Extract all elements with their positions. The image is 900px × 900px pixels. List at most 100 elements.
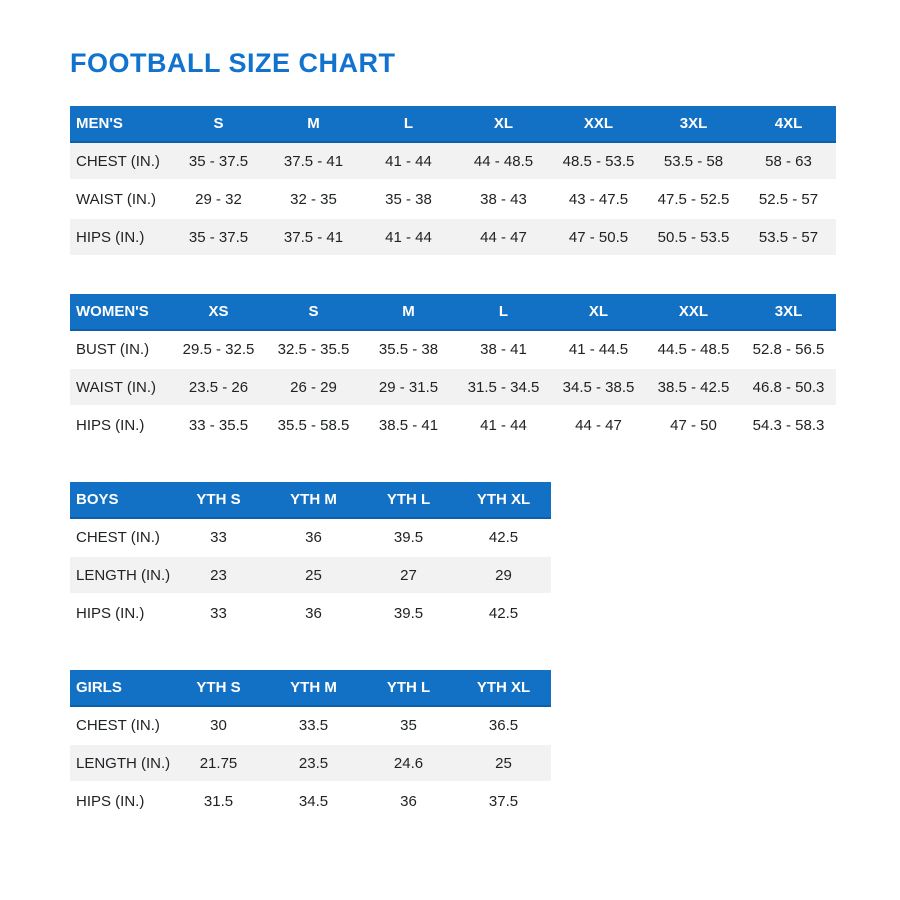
measurement-value: 36 [266, 593, 361, 632]
table-row: HIPS (IN.) 31.5 34.5 36 37.5 [70, 781, 551, 820]
measurement-label: WAIST (IN.) [70, 367, 171, 407]
measurement-value: 47 - 50 [646, 405, 741, 444]
measurement-value: 35 [361, 705, 456, 745]
measurement-value: 54.3 - 58.3 [741, 405, 836, 444]
measurement-value: 43 - 47.5 [551, 179, 646, 219]
measurement-label: HIPS (IN.) [70, 781, 171, 820]
size-column-header: XS [171, 294, 266, 332]
measurement-value: 47.5 - 52.5 [646, 179, 741, 219]
size-column-header: S [266, 294, 361, 332]
table-name-header: BOYS [70, 482, 171, 520]
size-column-header: YTH XL [456, 670, 551, 708]
table-row: CHEST (IN.) 30 33.5 35 36.5 [70, 705, 551, 745]
measurement-value: 50.5 - 53.5 [646, 217, 741, 256]
measurement-value: 35.5 - 58.5 [266, 405, 361, 444]
table-row: HIPS (IN.) 33 - 35.5 35.5 - 58.5 38.5 - 41 4… [70, 405, 836, 444]
measurement-value: 29 [456, 555, 551, 595]
measurement-value: 31.5 - 34.5 [456, 367, 551, 407]
measurement-value: 42.5 [456, 593, 551, 632]
measurement-value: 52.8 - 56.5 [741, 329, 836, 369]
measurement-value: 41 - 44.5 [551, 329, 646, 369]
size-column-header: M [361, 294, 456, 332]
table-header-row: WOMEN'S XS S M L XL XXL 3XL [70, 294, 836, 332]
measurement-value: 47 - 50.5 [551, 217, 646, 256]
measurement-value: 21.75 [171, 743, 266, 783]
table-row: WAIST (IN.) 29 - 32 32 - 35 35 - 38 38 - 43 4… [70, 179, 836, 219]
measurement-label: HIPS (IN.) [70, 405, 171, 444]
measurement-label: HIPS (IN.) [70, 593, 171, 632]
measurement-value: 23.5 [266, 743, 361, 783]
size-column-header: YTH M [266, 670, 361, 708]
size-column-header: YTH S [171, 482, 266, 520]
table-row: CHEST (IN.) 35 - 37.5 37.5 - 41 41 - 44 44 -… [70, 141, 836, 181]
table-row: HIPS (IN.) 35 - 37.5 37.5 - 41 41 - 44 44 - … [70, 217, 836, 256]
size-column-header: XXL [646, 294, 741, 332]
measurement-value: 38 - 43 [456, 179, 551, 219]
measurement-value: 52.5 - 57 [741, 179, 836, 219]
measurement-value: 41 - 44 [456, 405, 551, 444]
table-row: LENGTH (IN.) 21.75 23.5 24.6 25 [70, 743, 551, 783]
measurement-value: 35 - 37.5 [171, 141, 266, 181]
measurement-value: 25 [266, 555, 361, 595]
measurement-value: 37.5 - 41 [266, 141, 361, 181]
measurement-value: 53.5 - 57 [741, 217, 836, 256]
measurement-value: 58 - 63 [741, 141, 836, 181]
measurement-value: 38.5 - 41 [361, 405, 456, 444]
size-table-womens: WOMEN'S XS S M L XL XXL 3XL BUST (IN.) 29.5 - 32.… [70, 294, 836, 444]
measurement-value: 25 [456, 743, 551, 783]
size-column-header: YTH XL [456, 482, 551, 520]
measurement-value: 36.5 [456, 705, 551, 745]
size-table-girls: GIRLS YTH S YTH M YTH L YTH XL CHEST (IN.) 30 3… [70, 670, 551, 820]
table-header-row: BOYS YTH S YTH M YTH L YTH XL [70, 482, 551, 520]
measurement-value: 29 - 32 [171, 179, 266, 219]
measurement-value: 24.6 [361, 743, 456, 783]
table-name-header: WOMEN'S [70, 294, 171, 332]
size-table-boys: BOYS YTH S YTH M YTH L YTH XL CHEST (IN.) 33 36… [70, 482, 551, 632]
measurement-value: 39.5 [361, 517, 456, 557]
measurement-value: 38 - 41 [456, 329, 551, 369]
page-title: FOOTBALL SIZE CHART [70, 48, 396, 78]
measurement-label: LENGTH (IN.) [70, 743, 171, 783]
measurement-value: 53.5 - 58 [646, 141, 741, 181]
measurement-value: 41 - 44 [361, 141, 456, 181]
measurement-value: 34.5 - 38.5 [551, 367, 646, 407]
measurement-value: 36 [266, 517, 361, 557]
measurement-label: LENGTH (IN.) [70, 555, 171, 595]
measurement-value: 37.5 - 41 [266, 217, 361, 256]
measurement-value: 26 - 29 [266, 367, 361, 407]
measurement-value: 34.5 [266, 781, 361, 820]
measurement-value: 35 - 37.5 [171, 217, 266, 256]
size-tables-container: MEN'S S M L XL XXL 3XL 4XL CHEST (IN.) 35 - 37.5 3… [70, 106, 900, 820]
measurement-value: 33 - 35.5 [171, 405, 266, 444]
measurement-value: 38.5 - 42.5 [646, 367, 741, 407]
measurement-label: CHEST (IN.) [70, 141, 171, 181]
measurement-label: HIPS (IN.) [70, 217, 171, 256]
size-column-header: YTH M [266, 482, 361, 520]
size-column-header: L [361, 106, 456, 144]
table-row: WAIST (IN.) 23.5 - 26 26 - 29 29 - 31.5 31.5… [70, 367, 836, 407]
table-row: CHEST (IN.) 33 36 39.5 42.5 [70, 517, 551, 557]
table-row: LENGTH (IN.) 23 25 27 29 [70, 555, 551, 595]
size-column-header: XL [551, 294, 646, 332]
size-column-header: 3XL [741, 294, 836, 332]
measurement-value: 32 - 35 [266, 179, 361, 219]
measurement-value: 44 - 47 [456, 217, 551, 256]
measurement-value: 37.5 [456, 781, 551, 820]
measurement-value: 30 [171, 705, 266, 745]
measurement-value: 44.5 - 48.5 [646, 329, 741, 369]
measurement-value: 35 - 38 [361, 179, 456, 219]
table-row: BUST (IN.) 29.5 - 32.5 32.5 - 35.5 35.5 - 3… [70, 329, 836, 369]
size-column-header: 3XL [646, 106, 741, 144]
measurement-value: 41 - 44 [361, 217, 456, 256]
size-column-header: XXL [551, 106, 646, 144]
size-column-header: M [266, 106, 361, 144]
size-column-header: YTH L [361, 670, 456, 708]
measurement-value: 33.5 [266, 705, 361, 745]
size-column-header: YTH S [171, 670, 266, 708]
measurement-value: 39.5 [361, 593, 456, 632]
size-table-mens: MEN'S S M L XL XXL 3XL 4XL CHEST (IN.) 35 - 37.5 3… [70, 106, 836, 256]
size-column-header: XL [456, 106, 551, 144]
measurement-value: 46.8 - 50.3 [741, 367, 836, 407]
measurement-label: CHEST (IN.) [70, 705, 171, 745]
